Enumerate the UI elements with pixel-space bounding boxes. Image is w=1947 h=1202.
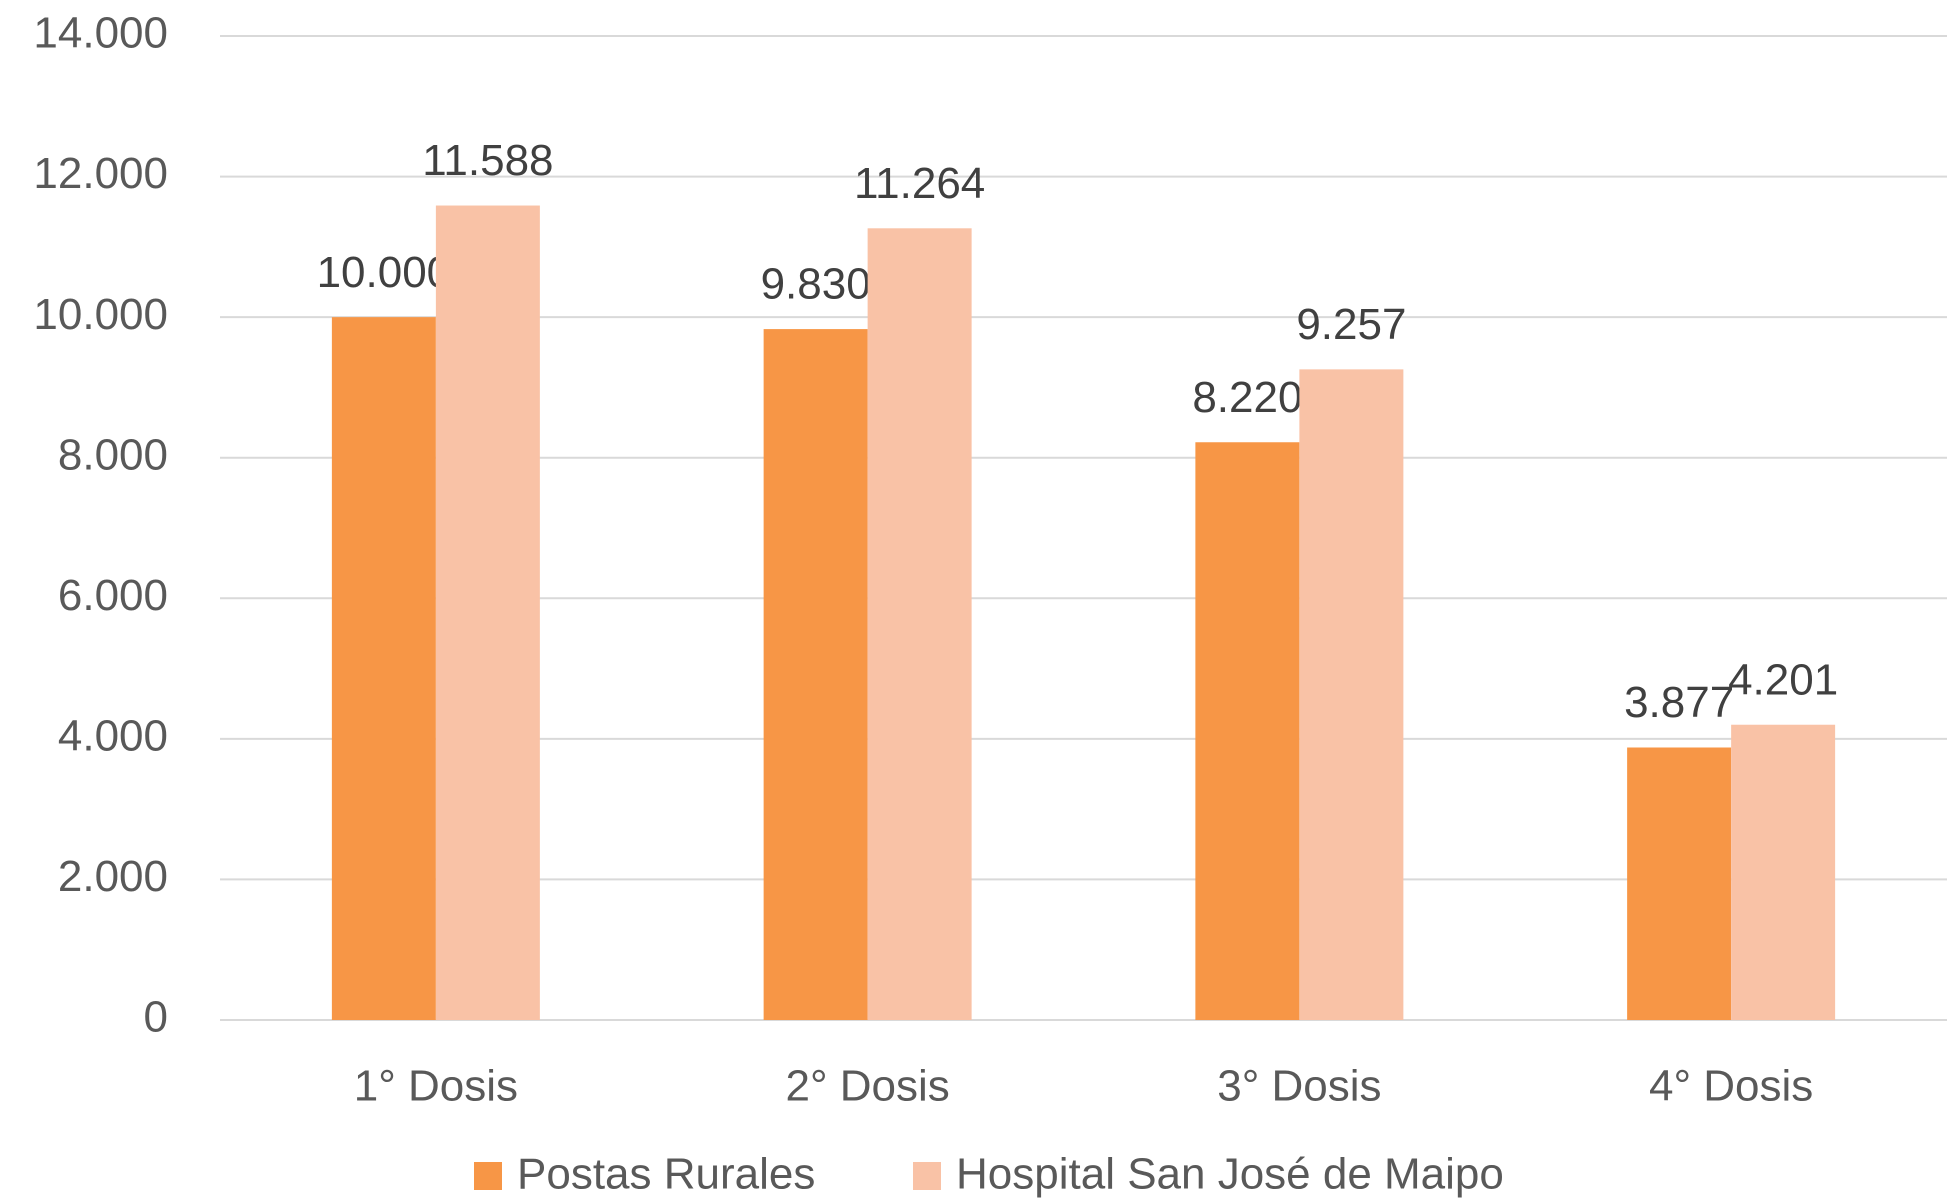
y-tick-label: 8.000 xyxy=(58,430,168,479)
data-label: 9.830 xyxy=(761,260,871,309)
bar xyxy=(435,205,540,1020)
legend-label: Hospital San José de Maipo xyxy=(956,1150,1504,1199)
bar xyxy=(331,317,436,1021)
data-label: 8.220 xyxy=(1192,373,1302,422)
bar xyxy=(1299,369,1404,1021)
data-label: 10.000 xyxy=(317,248,452,297)
y-tick-label: 0 xyxy=(144,993,168,1042)
y-tick-label: 4.000 xyxy=(58,711,168,760)
bar xyxy=(1627,747,1732,1020)
y-tick-label: 10.000 xyxy=(33,290,168,339)
data-label: 9.257 xyxy=(1296,300,1406,349)
legend-swatch xyxy=(474,1162,502,1190)
data-label: 11.264 xyxy=(854,159,985,208)
y-tick-label: 12.000 xyxy=(33,149,168,198)
bar xyxy=(867,228,972,1021)
bar xyxy=(1731,724,1836,1020)
data-label: 3.877 xyxy=(1624,678,1734,727)
data-label: 11.588 xyxy=(422,136,553,185)
x-tick-label: 1° Dosis xyxy=(354,1062,518,1111)
legend-label: Postas Rurales xyxy=(517,1150,815,1199)
y-tick-label: 6.000 xyxy=(58,571,168,620)
bar xyxy=(763,329,868,1020)
legend-swatch xyxy=(913,1162,941,1190)
x-tick-label: 4° Dosis xyxy=(1649,1062,1813,1111)
data-label: 4.201 xyxy=(1728,655,1838,704)
x-tick-label: 2° Dosis xyxy=(785,1062,949,1111)
y-tick-label: 14.000 xyxy=(33,9,168,58)
bar xyxy=(1195,442,1300,1020)
x-tick-label: 3° Dosis xyxy=(1217,1062,1381,1111)
y-tick-label: 2.000 xyxy=(58,852,168,901)
